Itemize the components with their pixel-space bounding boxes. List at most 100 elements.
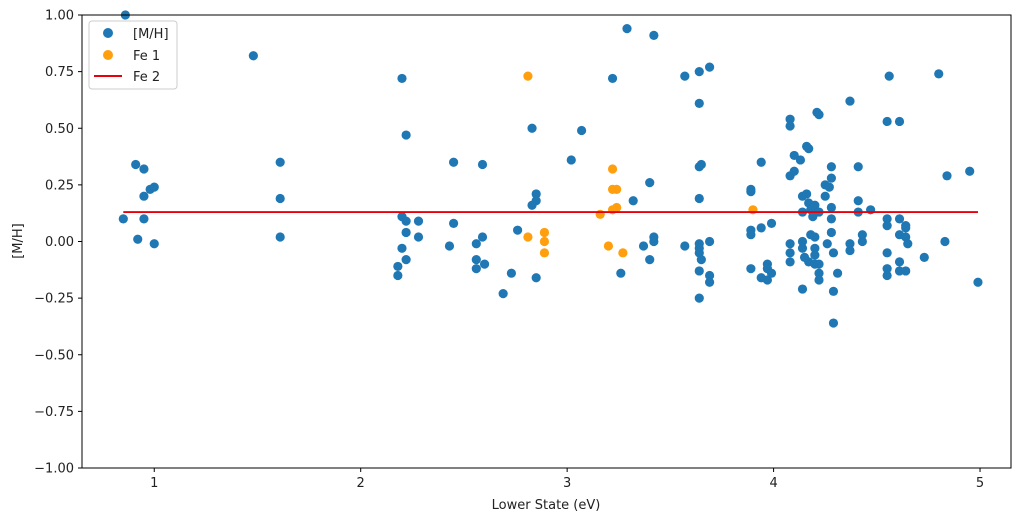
- point-m-h: [393, 261, 403, 272]
- point-m-h: [797, 284, 808, 294]
- point-m-h: [133, 234, 143, 244]
- point-m-h: [694, 266, 704, 276]
- point-fe-1: [595, 209, 605, 219]
- point-m-h: [449, 157, 459, 167]
- point-m-h: [814, 110, 824, 120]
- point-m-h: [804, 144, 814, 154]
- point-m-h: [828, 248, 839, 258]
- x-axis-ticks: 1 2 3 4 5: [150, 468, 984, 491]
- point-m-h: [275, 193, 285, 204]
- point-m-h: [826, 162, 836, 172]
- point-m-h: [139, 191, 149, 201]
- point-m-h: [766, 218, 777, 228]
- point-m-h: [853, 196, 863, 206]
- point-m-h: [649, 232, 659, 242]
- point-m-h: [746, 187, 756, 197]
- point-m-h: [756, 157, 766, 167]
- point-m-h: [149, 239, 159, 249]
- point-m-h: [832, 268, 843, 278]
- point-m-h: [789, 166, 799, 176]
- point-m-h: [746, 264, 756, 274]
- y-tick-label: 1.00: [45, 9, 74, 24]
- point-fe-1: [523, 232, 533, 242]
- point-m-h: [820, 191, 830, 201]
- point-m-h: [118, 214, 128, 224]
- point-m-h: [131, 159, 141, 170]
- y-tick-label: −1.00: [34, 462, 74, 477]
- point-m-h: [894, 116, 905, 127]
- point-m-h: [694, 193, 704, 204]
- point-fe-1: [612, 184, 622, 195]
- point-m-h: [413, 232, 424, 242]
- point-m-h: [785, 248, 795, 258]
- point-m-h: [785, 121, 795, 131]
- point-m-h: [527, 200, 537, 210]
- point-m-h: [824, 182, 834, 192]
- point-m-h: [506, 268, 516, 278]
- point-m-h: [401, 255, 411, 265]
- point-m-h: [919, 252, 929, 262]
- point-m-h: [866, 205, 876, 215]
- point-m-h: [531, 273, 541, 283]
- point-m-h: [645, 178, 655, 188]
- point-m-h: [766, 268, 777, 278]
- legend-marker-fe1: [103, 50, 113, 60]
- point-fe-1: [539, 248, 550, 258]
- point-m-h: [857, 236, 867, 247]
- x-tick-label: 1: [150, 476, 158, 491]
- point-m-h: [901, 266, 911, 276]
- point-m-h: [566, 155, 576, 165]
- y-tick-label: 0.25: [45, 178, 74, 193]
- y-tick-label: 0.50: [45, 122, 74, 137]
- point-m-h: [882, 221, 892, 231]
- point-m-h: [471, 239, 481, 249]
- point-m-h: [797, 236, 808, 247]
- point-fe-1: [539, 227, 550, 238]
- point-m-h: [894, 257, 905, 267]
- point-m-h: [785, 257, 795, 267]
- point-m-h: [622, 23, 632, 34]
- point-m-h: [853, 162, 863, 172]
- point-m-h: [785, 239, 795, 249]
- legend-label-mh: [M/H]: [133, 27, 169, 42]
- point-m-h: [785, 114, 795, 124]
- point-m-h: [149, 182, 159, 192]
- point-m-h: [822, 239, 832, 249]
- point-fe-1: [618, 248, 628, 258]
- point-m-h: [882, 214, 892, 224]
- y-tick-label: −0.75: [34, 405, 74, 420]
- point-m-h: [694, 98, 704, 108]
- y-axis-ticks: −1.00 −0.75 −0.50 −0.25 0.00 0.25 0.50 0.75 1.00: [34, 9, 82, 477]
- y-tick-label: −0.50: [34, 348, 74, 363]
- point-m-h: [696, 159, 706, 170]
- point-m-h: [826, 202, 836, 213]
- point-fe-1: [607, 164, 618, 174]
- point-m-h: [577, 125, 587, 136]
- point-m-h: [471, 255, 481, 265]
- point-m-h: [444, 241, 455, 251]
- point-m-h: [828, 286, 839, 296]
- point-m-h: [882, 264, 892, 274]
- point-m-h: [704, 277, 715, 287]
- point-m-h: [884, 71, 894, 81]
- point-m-h: [393, 270, 403, 281]
- point-m-h: [477, 159, 488, 170]
- point-m-h: [746, 230, 756, 240]
- point-m-h: [694, 67, 704, 77]
- point-m-h: [401, 130, 411, 140]
- legend-marker-mh: [103, 28, 113, 38]
- point-m-h: [498, 288, 508, 299]
- point-m-h: [694, 293, 704, 303]
- point-m-h: [810, 250, 820, 260]
- y-tick-label: 0.00: [45, 235, 74, 250]
- x-tick-label: 4: [769, 476, 777, 491]
- legend: [M/H] Fe 1 Fe 2: [88, 20, 178, 90]
- series-layer: [118, 10, 983, 328]
- point-m-h: [857, 230, 867, 240]
- point-m-h: [139, 214, 149, 224]
- point-m-h: [942, 171, 952, 181]
- point-m-h: [413, 216, 424, 226]
- x-tick-label: 3: [563, 476, 571, 491]
- point-m-h: [680, 241, 690, 251]
